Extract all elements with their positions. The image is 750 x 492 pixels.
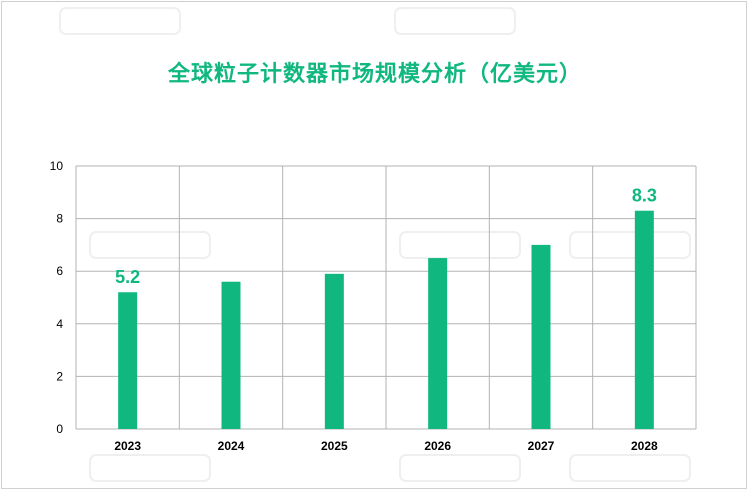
watermark-mark — [569, 231, 691, 259]
data-label: 5.2 — [115, 267, 140, 287]
grid-lines — [75, 165, 697, 430]
y-tick-label: 2 — [56, 369, 63, 383]
data-labels: 5.2 8.3 — [115, 186, 657, 288]
y-tick-label: 6 — [56, 264, 63, 278]
chart-title: 全球粒子计数器市场规模分析（亿美元） — [167, 62, 582, 87]
watermark-mark — [89, 454, 211, 482]
bar-2027 — [531, 244, 551, 429]
watermark-mark — [394, 7, 516, 35]
bar-2026 — [428, 258, 448, 429]
watermark-mark — [89, 231, 211, 259]
y-tick-label: 4 — [56, 317, 63, 331]
bar-2028 — [634, 210, 654, 429]
watermark-mark — [399, 454, 521, 482]
x-tick-label: 2025 — [321, 439, 348, 453]
data-label: 8.3 — [632, 186, 657, 206]
y-tick-label: 8 — [56, 212, 63, 226]
x-tick-label: 2027 — [528, 439, 555, 453]
bar-2023 — [118, 292, 138, 429]
y-axis-ticks: 0 2 4 6 8 10 — [50, 159, 64, 436]
watermark-mark — [59, 7, 181, 35]
x-axis-ticks: 2023 2024 2025 2026 2027 2028 — [114, 439, 658, 453]
y-tick-label: 10 — [50, 159, 64, 173]
x-tick-label: 2026 — [424, 439, 451, 453]
bar-2024 — [221, 281, 241, 429]
watermark-mark — [399, 231, 521, 259]
y-tick-label: 0 — [56, 422, 63, 436]
x-tick-label: 2028 — [631, 439, 658, 453]
watermark-layer — [59, 7, 691, 482]
x-tick-label: 2024 — [218, 439, 245, 453]
x-tick-label: 2023 — [114, 439, 141, 453]
watermark-mark — [569, 454, 691, 482]
bar-2025 — [324, 273, 344, 429]
bar-series — [118, 210, 654, 429]
